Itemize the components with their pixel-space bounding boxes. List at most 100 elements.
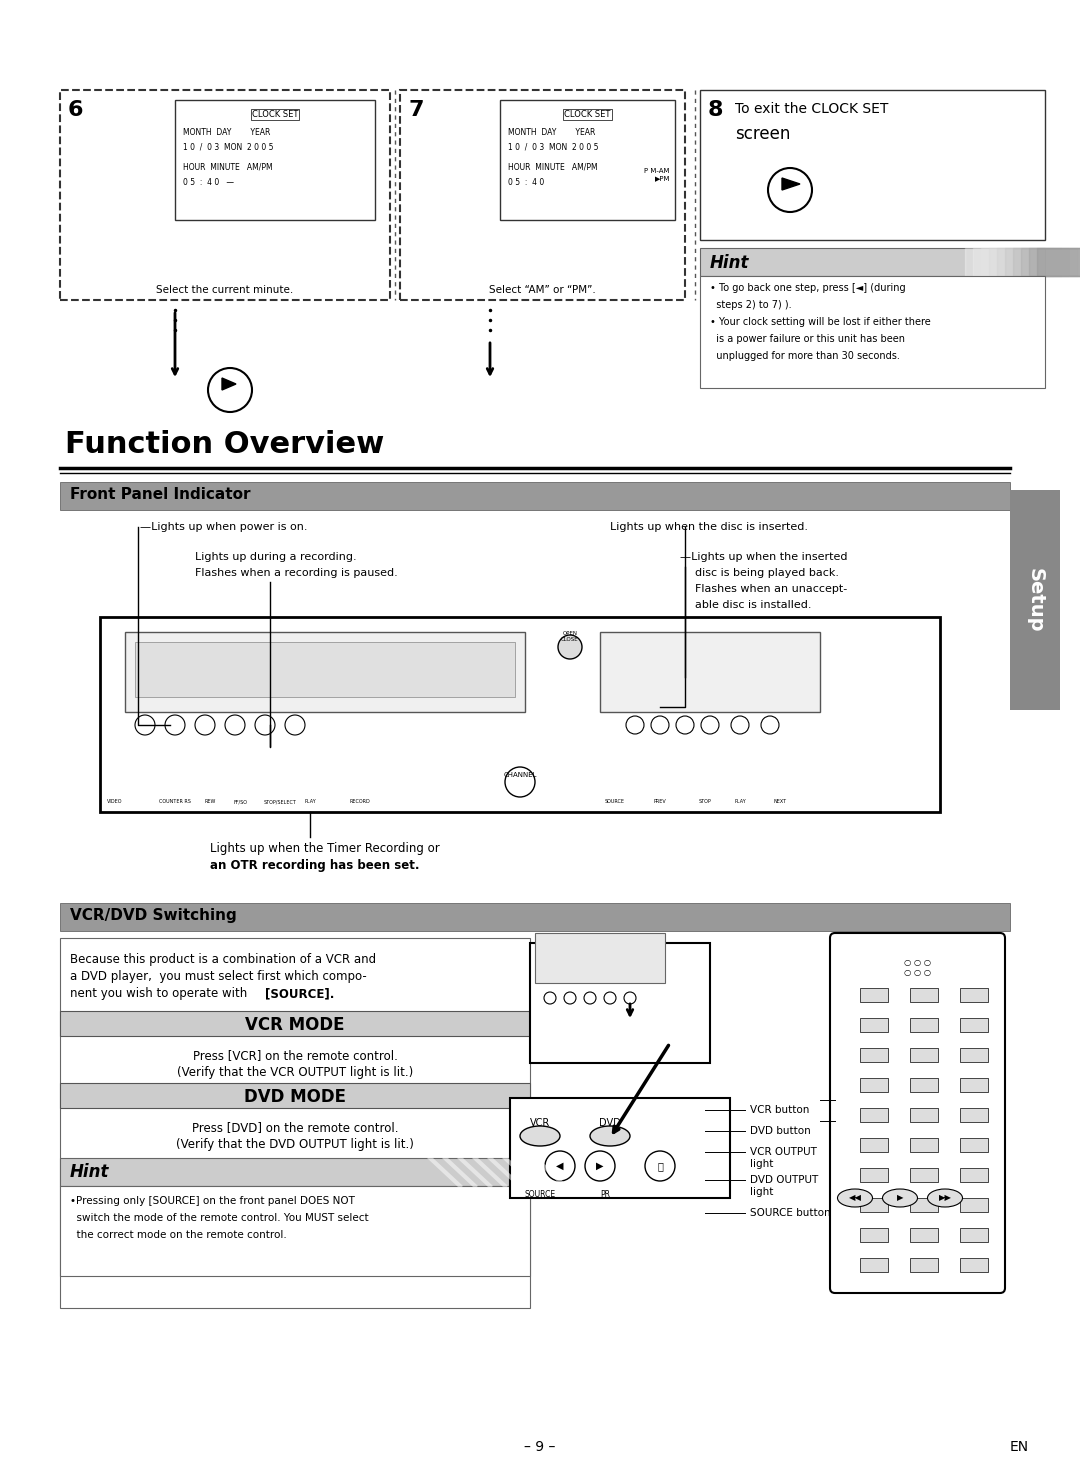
- Bar: [860, 1168, 888, 1182]
- Text: OPEN
CLOSE: OPEN CLOSE: [562, 631, 579, 642]
- Bar: [400, 90, 685, 300]
- Text: ▶: ▶: [596, 1161, 604, 1171]
- Circle shape: [544, 993, 556, 1004]
- Bar: [910, 988, 939, 1001]
- Text: SOURCE: SOURCE: [525, 1190, 555, 1199]
- Circle shape: [225, 715, 245, 736]
- Text: 7: 7: [408, 100, 423, 120]
- Text: HOUR  MINUTE   AM/PM: HOUR MINUTE AM/PM: [183, 162, 272, 171]
- Bar: [700, 248, 1045, 276]
- Text: switch the mode of the remote control. You MUST select: switch the mode of the remote control. Y…: [70, 1213, 368, 1223]
- Bar: [500, 100, 675, 220]
- Text: Lights up when the disc is inserted.: Lights up when the disc is inserted.: [610, 521, 808, 532]
- Text: To exit the CLOCK SET: To exit the CLOCK SET: [735, 102, 889, 117]
- Bar: [960, 988, 988, 1001]
- Text: HOUR  MINUTE   AM/PM: HOUR MINUTE AM/PM: [508, 162, 597, 171]
- Bar: [910, 1078, 939, 1092]
- Bar: [960, 1198, 988, 1213]
- Text: PREV: PREV: [653, 799, 666, 803]
- Circle shape: [285, 715, 305, 736]
- Text: VIDEO: VIDEO: [107, 799, 123, 803]
- Text: 6: 6: [68, 100, 83, 120]
- Text: FF/SO: FF/SO: [233, 799, 247, 803]
- Bar: [125, 632, 525, 712]
- Bar: [860, 988, 888, 1001]
- Text: Because this product is a combination of a VCR and: Because this product is a combination of…: [70, 953, 376, 966]
- Text: 1 0  /  0 3  MON  2 0 0 5: 1 0 / 0 3 MON 2 0 0 5: [183, 142, 273, 151]
- Bar: [860, 1137, 888, 1152]
- Ellipse shape: [519, 1125, 561, 1146]
- Bar: [600, 632, 820, 712]
- Circle shape: [701, 716, 719, 734]
- Bar: [860, 1049, 888, 1062]
- Bar: [960, 1108, 988, 1123]
- Text: 0 5  :  4 0   —: 0 5 : 4 0 —: [183, 179, 234, 188]
- Circle shape: [545, 1151, 575, 1182]
- Bar: [60, 1010, 530, 1035]
- Bar: [910, 1049, 939, 1062]
- Text: Flashes when an unaccept-: Flashes when an unaccept-: [696, 583, 847, 594]
- Text: able disc is installed.: able disc is installed.: [696, 600, 811, 610]
- Text: • Your clock setting will be lost if either there: • Your clock setting will be lost if eit…: [710, 318, 931, 326]
- Text: ⏮: ⏮: [657, 1161, 663, 1171]
- Bar: [960, 1168, 988, 1182]
- Bar: [60, 1158, 530, 1186]
- FancyBboxPatch shape: [831, 933, 1005, 1292]
- Polygon shape: [782, 179, 800, 191]
- Bar: [60, 902, 1010, 931]
- Bar: [860, 1018, 888, 1032]
- Text: MONTH  DAY        YEAR: MONTH DAY YEAR: [183, 128, 270, 137]
- Circle shape: [505, 767, 535, 798]
- Text: – 9 –: – 9 –: [524, 1440, 556, 1453]
- Text: is a power failure or this unit has been: is a power failure or this unit has been: [710, 334, 905, 344]
- Text: 8: 8: [708, 100, 724, 120]
- Text: P M-AM
▶PM: P M-AM ▶PM: [645, 168, 670, 182]
- Bar: [60, 1186, 530, 1276]
- Bar: [860, 1078, 888, 1092]
- Text: [SOURCE].: [SOURCE].: [265, 987, 335, 1000]
- Circle shape: [165, 715, 185, 736]
- Text: PLAY: PLAY: [734, 799, 746, 803]
- Bar: [510, 1097, 730, 1198]
- Text: MONTH  DAY        YEAR: MONTH DAY YEAR: [508, 128, 595, 137]
- Bar: [175, 100, 375, 220]
- Text: screen: screen: [735, 126, 791, 143]
- Bar: [960, 1078, 988, 1092]
- Text: CLOCK SET: CLOCK SET: [565, 109, 610, 120]
- Text: • To go back one step, press [◄] (during: • To go back one step, press [◄] (during: [710, 284, 906, 292]
- Bar: [910, 1108, 939, 1123]
- Text: (Verify that the DVD OUTPUT light is lit.): (Verify that the DVD OUTPUT light is lit…: [176, 1137, 414, 1151]
- Bar: [860, 1227, 888, 1242]
- Text: DVD button: DVD button: [750, 1125, 811, 1136]
- Text: Lights up during a recording.: Lights up during a recording.: [195, 552, 356, 563]
- Text: 1 0  /  0 3  MON  2 0 0 5: 1 0 / 0 3 MON 2 0 0 5: [508, 142, 598, 151]
- Circle shape: [624, 993, 636, 1004]
- Bar: [910, 1227, 939, 1242]
- Text: 0 5  :  4 0: 0 5 : 4 0: [508, 179, 544, 188]
- Text: Select the current minute.: Select the current minute.: [157, 285, 294, 295]
- Text: the correct mode on the remote control.: the correct mode on the remote control.: [70, 1230, 287, 1241]
- Bar: [700, 276, 1045, 388]
- Bar: [60, 482, 1010, 510]
- Circle shape: [626, 716, 644, 734]
- Ellipse shape: [590, 1125, 630, 1146]
- Circle shape: [584, 993, 596, 1004]
- Bar: [960, 1018, 988, 1032]
- Text: CHANNEL: CHANNEL: [503, 772, 537, 778]
- Text: (Verify that the VCR OUTPUT light is lit.): (Verify that the VCR OUTPUT light is lit…: [177, 1066, 414, 1080]
- Text: REW: REW: [204, 799, 216, 803]
- Text: a DVD player,  you must select first which compo-: a DVD player, you must select first whic…: [70, 970, 367, 984]
- Circle shape: [255, 715, 275, 736]
- Ellipse shape: [837, 1189, 873, 1207]
- Text: Lights up when the Timer Recording or: Lights up when the Timer Recording or: [210, 842, 440, 855]
- Bar: [60, 938, 530, 1309]
- Circle shape: [651, 716, 669, 734]
- Text: VCR MODE: VCR MODE: [245, 1016, 345, 1034]
- Bar: [910, 1018, 939, 1032]
- Text: ▶▶: ▶▶: [939, 1193, 951, 1202]
- Circle shape: [564, 993, 576, 1004]
- Circle shape: [645, 1151, 675, 1182]
- Text: Hint: Hint: [70, 1162, 109, 1182]
- Text: EN: EN: [1010, 1440, 1029, 1453]
- Text: —Lights up when power is on.: —Lights up when power is on.: [140, 521, 308, 532]
